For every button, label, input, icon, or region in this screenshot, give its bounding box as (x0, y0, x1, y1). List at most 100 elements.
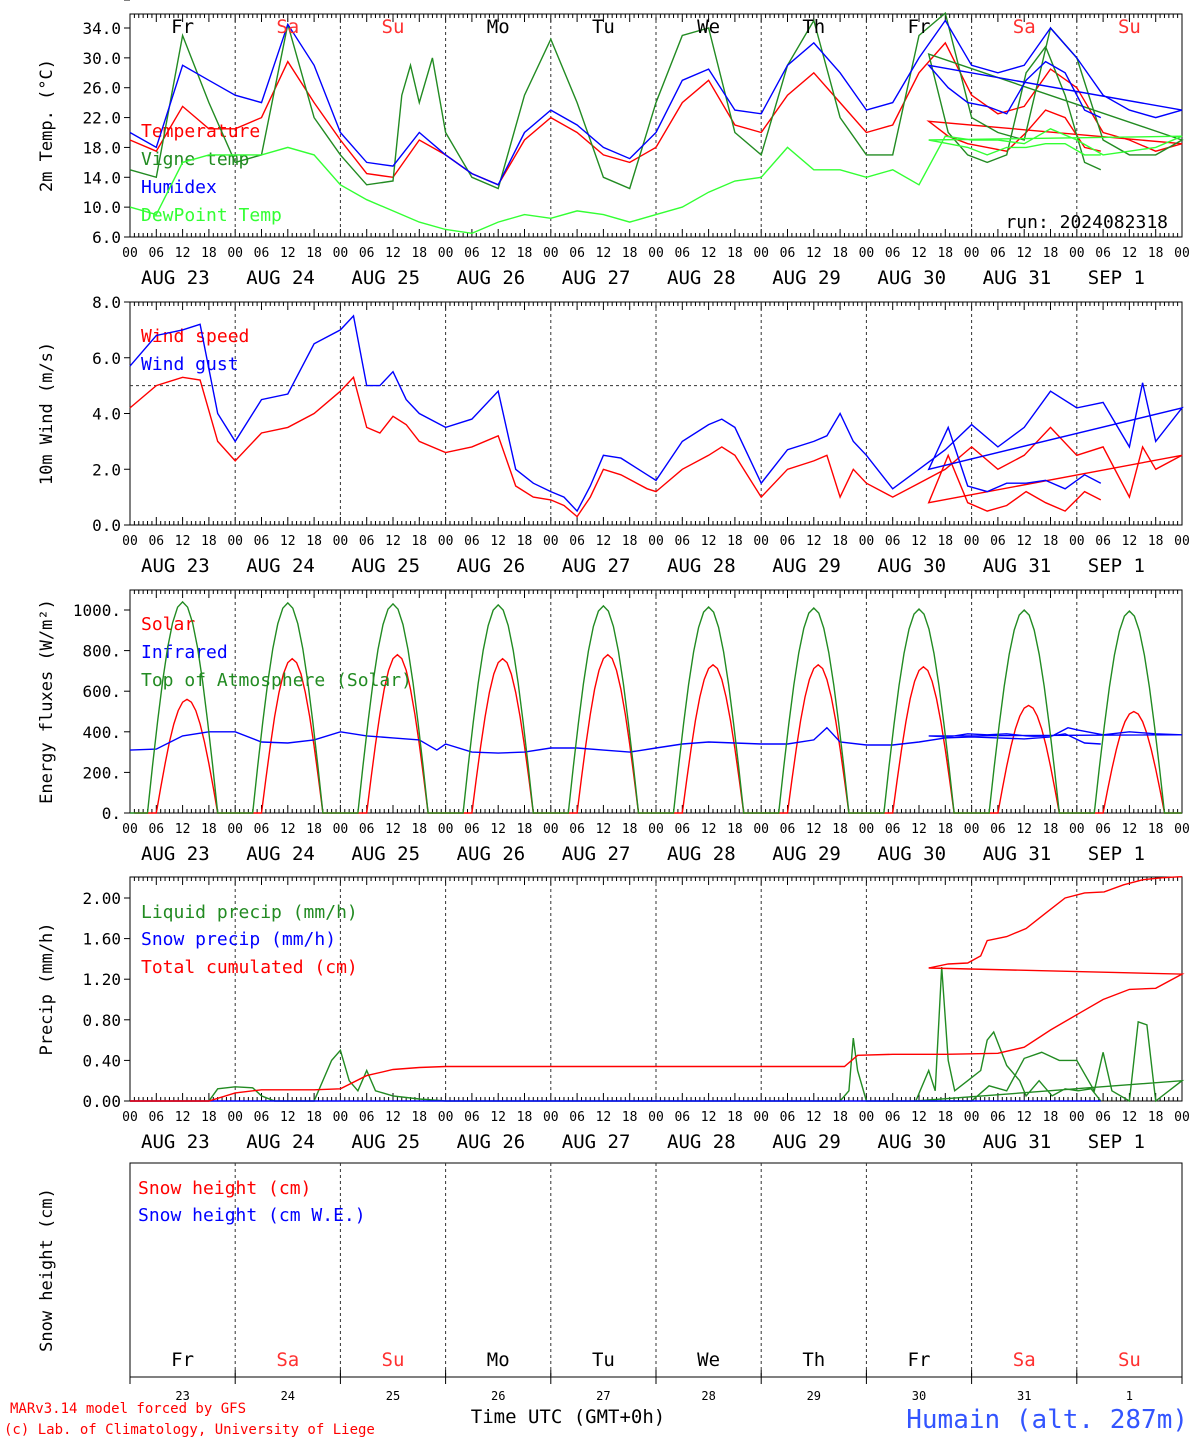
hour-label: 00 (648, 822, 664, 837)
hour-label: 12 (806, 534, 822, 549)
hour-label: 12 (806, 246, 822, 261)
hour-label: 00 (543, 534, 559, 549)
hour-label: 06 (1095, 534, 1111, 549)
date-label: AUG 30 (877, 267, 946, 289)
hour-label: 06 (359, 1110, 375, 1125)
hour-label: 18 (832, 246, 848, 261)
hour-label: 18 (937, 246, 953, 261)
y-tick-label: 22.0 (82, 109, 121, 128)
hour-label: 00 (543, 246, 559, 261)
y-tick-label: 30.0 (82, 49, 121, 68)
series-line (129, 726, 1183, 754)
hour-label: 06 (359, 246, 375, 261)
hour-label: 18 (622, 822, 638, 837)
hour-label: 06 (780, 246, 796, 261)
hour-label: 12 (280, 1110, 296, 1125)
hour-label: 12 (596, 246, 612, 261)
y-axis-label: Energy fluxes (W/m²) (37, 599, 57, 804)
hour-label: 06 (464, 822, 480, 837)
hour-label: 00 (122, 1110, 138, 1125)
hour-label: 06 (885, 822, 901, 837)
hour-label: 00 (438, 1110, 454, 1125)
hour-label: 00 (859, 534, 875, 549)
panel-3: 1000. 800. 600. 400. 200. 0. Energy fluxes (W/… (37, 589, 1190, 865)
y-tick-label: 8.0 (92, 293, 121, 312)
hour-label: 00 (1069, 822, 1085, 837)
hour-label: 12 (175, 246, 191, 261)
hour-label: 12 (596, 822, 612, 837)
y-tick-label: 600. (82, 682, 121, 701)
hour-label: 00 (859, 1110, 875, 1125)
day-name: We (697, 16, 720, 38)
y-tick-label: 4.0 (92, 405, 121, 424)
hour-label: 12 (1016, 246, 1032, 261)
date-label: AUG 30 (877, 555, 946, 577)
hour-label: 12 (701, 534, 717, 549)
hour-label: 00 (753, 246, 769, 261)
hour-label: 12 (911, 534, 927, 549)
y-tick-label: 26.0 (82, 79, 121, 98)
panel-1: 34.0 30.0 26.0 22.0 18.0 14.0 10.0 6.0 2m Temp. … (37, 11, 1190, 289)
hour-label: 06 (885, 534, 901, 549)
hour-label: 18 (832, 534, 848, 549)
date-label: AUG 30 (877, 843, 946, 865)
panel-4: 2.00 1.60 1.20 0.80 0.40 0.00 Precip (mm/h) Liq… (37, 876, 1190, 1153)
hour-label: 00 (438, 246, 454, 261)
hour-label: 00 (964, 534, 980, 549)
hour-label: 12 (806, 1110, 822, 1125)
date-label: AUG 28 (667, 267, 736, 289)
y-axis-label: 10m Wind (m/s) (37, 342, 57, 485)
hour-label: 00 (227, 534, 243, 549)
y-tick-label: 0.00 (82, 0, 121, 4)
series-line (129, 11, 1184, 190)
hour-label: 18 (1043, 534, 1059, 549)
y-tick-label: 0.0 (92, 516, 121, 535)
date-label: AUG 26 (457, 1131, 526, 1153)
hour-label: 06 (148, 1110, 164, 1125)
hour-label: 18 (306, 1110, 322, 1125)
hour-label: 06 (990, 534, 1006, 549)
hour-label: 00 (964, 1110, 980, 1125)
hour-label: 00 (227, 246, 243, 261)
legend-entry: Snow height (cm W.E.) (138, 1205, 366, 1226)
hour-label: 06 (464, 534, 480, 549)
hour-label: 18 (517, 822, 533, 837)
day-name: Mo (487, 1349, 510, 1371)
hour-label: 12 (175, 822, 191, 837)
hour-label: 06 (990, 246, 1006, 261)
hour-label: 18 (201, 246, 217, 261)
date-label: AUG 23 (141, 555, 210, 577)
hour-label: 18 (832, 1110, 848, 1125)
hour-label: 00 (333, 246, 349, 261)
day-name: Mo (487, 16, 510, 38)
legend-entry: Total cumulated (cm) (141, 957, 358, 978)
date-label: SEP 1 (1088, 555, 1145, 577)
hour-label: 00 (1069, 534, 1085, 549)
day-name: Su (382, 1349, 405, 1371)
series-line (129, 128, 1183, 235)
day-name: Fr (171, 16, 194, 38)
day-number: 29 (807, 1389, 821, 1403)
date-label: SEP 1 (1088, 267, 1145, 289)
hour-label: 18 (727, 1110, 743, 1125)
hour-label: 06 (359, 534, 375, 549)
date-label: SEP 1 (1088, 1131, 1145, 1153)
hour-label: 18 (622, 1110, 638, 1125)
hour-label: 00 (1174, 246, 1190, 261)
date-label: AUG 29 (772, 267, 841, 289)
hour-label: 06 (885, 246, 901, 261)
hour-label: 18 (411, 822, 427, 837)
hour-label: 06 (569, 246, 585, 261)
day-name: Sa (276, 1349, 299, 1371)
station-name: Humain (alt. 287m) (906, 1405, 1188, 1435)
hour-label: 12 (490, 246, 506, 261)
y-tick-label: 1.20 (82, 970, 121, 989)
hour-label: 12 (385, 246, 401, 261)
hour-label: 06 (359, 822, 375, 837)
hour-label: 18 (517, 1110, 533, 1125)
date-label: AUG 25 (351, 267, 420, 289)
hour-label: 00 (333, 822, 349, 837)
day-name: Fr (171, 1349, 194, 1371)
legend-entry: Infrared (141, 642, 228, 663)
